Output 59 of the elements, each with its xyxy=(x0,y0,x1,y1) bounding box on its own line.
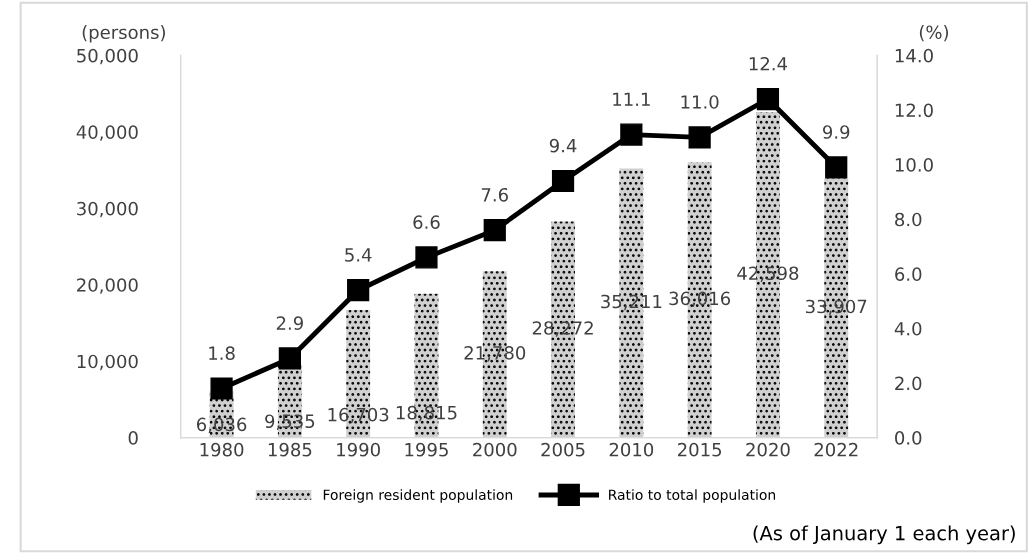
data-label: 33,907 xyxy=(806,299,867,316)
text: (As of January 1 each year) xyxy=(753,525,1015,545)
y-axis-title: (persons) xyxy=(82,25,165,43)
y2-tick-label: 0.0 xyxy=(895,431,922,445)
data-label: 9.9 xyxy=(823,125,850,139)
y2-tick-label: 10.0 xyxy=(895,158,933,172)
data-label: 16,703 xyxy=(328,407,389,424)
point xyxy=(825,156,848,179)
point xyxy=(347,279,370,302)
data-label: 36,016 xyxy=(669,291,731,308)
data-label: 28,272 xyxy=(532,321,593,337)
x-tick-label: 1995 xyxy=(405,442,448,457)
data-label: 42,598 xyxy=(737,266,799,282)
y-tick-label: 0 xyxy=(128,431,138,445)
x-tick-label: 2000 xyxy=(473,442,517,457)
data-label: 9.4 xyxy=(549,138,577,153)
x-tick-label: 1980 xyxy=(200,442,244,457)
point xyxy=(278,347,301,370)
x-tick-label: 2022 xyxy=(814,442,858,457)
data-label: 1.8 xyxy=(209,346,235,361)
x-tick-label: 2010 xyxy=(609,442,654,457)
y2-tick-label: 6.0 xyxy=(895,267,922,281)
data-label: 35,211 xyxy=(601,294,662,311)
point xyxy=(415,246,438,269)
data-label: 21,780 xyxy=(464,345,526,362)
x-tick-label: 1990 xyxy=(337,442,380,457)
point xyxy=(210,377,233,400)
data-label: 5.4 xyxy=(345,248,372,262)
data-label: 11.1 xyxy=(613,92,650,106)
y-tick-label: 20,000 xyxy=(77,278,138,294)
data-label: 12.4 xyxy=(749,56,788,71)
point xyxy=(551,169,575,193)
point xyxy=(620,123,643,146)
data-label: 2.9 xyxy=(276,316,303,330)
x-tick-label: 2005 xyxy=(541,442,585,457)
point xyxy=(483,219,506,242)
point xyxy=(756,87,780,111)
y2-axis-title: (%) xyxy=(919,25,949,42)
data-label: 18,815 xyxy=(396,405,457,422)
data-label: 7.6 xyxy=(481,187,508,202)
y-tick-label: 10,000 xyxy=(77,354,138,371)
legend-label: Ratio to total population xyxy=(609,489,776,503)
legend-label: Foreign resident population xyxy=(323,489,513,503)
y-tick-label: 40,000 xyxy=(76,125,138,141)
data-label: 11.0 xyxy=(681,95,719,109)
y2-tick-label: 14.0 xyxy=(895,48,933,63)
x-tick-label: 2020 xyxy=(746,442,790,457)
data-label: 9,535 xyxy=(265,414,315,430)
data-label: 6,036 xyxy=(196,417,247,434)
y2-tick-label: 4.0 xyxy=(894,321,922,336)
data-label: 6.6 xyxy=(413,215,440,229)
y-tick-label: 30,000 xyxy=(77,201,138,218)
y2-tick-label: 2.0 xyxy=(895,376,922,391)
x-tick-label: 2015 xyxy=(677,442,722,457)
y2-tick-label: 8.0 xyxy=(895,212,922,227)
y-tick-label: 50,000 xyxy=(77,48,138,65)
point xyxy=(688,126,711,149)
y2-tick-label: 12.0 xyxy=(895,103,933,118)
x-tick-label: 1985 xyxy=(268,442,312,457)
